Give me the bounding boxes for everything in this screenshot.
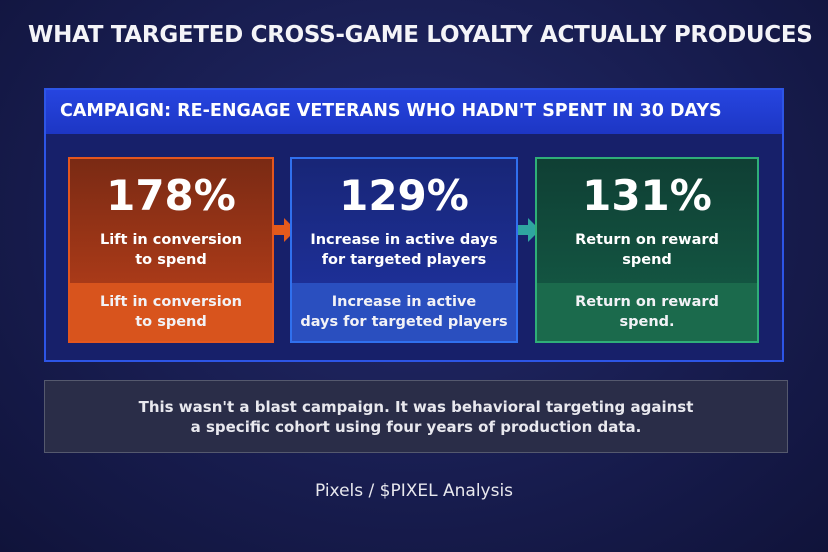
text-line: Return on reward — [575, 294, 719, 310]
card-top — [292, 159, 516, 283]
footer: Pixels / $PIXEL Analysis — [314, 481, 514, 501]
text-line: spend. — [619, 314, 675, 330]
text-line: spend — [622, 252, 672, 268]
arrow-shaft — [274, 225, 284, 235]
metric-value: 129% — [339, 171, 469, 220]
card-top — [537, 159, 757, 283]
metric-card: 129% Increase in active days for targeted … — [290, 157, 518, 343]
metric-label: Lift in conversion to spend — [70, 230, 272, 270]
text-line: days for targeted players — [300, 314, 508, 330]
metric-value: 178% — [106, 171, 236, 220]
metric-detail: Lift in conversion to spend — [70, 292, 272, 332]
note-text: This wasn't a blast campaign. It was beh… — [45, 397, 787, 437]
slide-title: WHAT TARGETED CROSS-GAME LOYALTY ACTUALL… — [28, 22, 813, 48]
card-top — [70, 159, 272, 283]
metric-label: Increase in active days for targeted play… — [292, 230, 516, 270]
card-bottom — [292, 283, 516, 341]
text-line: Increase in active days — [310, 232, 498, 248]
metric-card: 178% Lift in conversion to spend Lift in co… — [68, 157, 274, 343]
text-line: Return on reward — [575, 232, 719, 248]
metric-label: Return on reward spend — [537, 230, 757, 270]
text-line: to spend — [135, 314, 207, 330]
text-line: Increase in active — [331, 294, 477, 310]
text-line: Lift in conversion — [99, 232, 243, 248]
arrow-shaft — [518, 225, 528, 235]
metric-value: 131% — [582, 171, 712, 220]
metric-card: 131% Return on reward spend Return on rewar… — [535, 157, 759, 343]
text-line: for targeted players — [321, 252, 487, 268]
text-line: This wasn't a blast campaign. It was beh… — [138, 398, 694, 416]
metric-detail: Increase in active days for targeted play… — [292, 292, 516, 332]
campaign-header-text: CAMPAIGN: RE-ENGAGE VETERANS WHO HADN'T … — [60, 101, 722, 121]
text-line: a specific cohort using four years of pr… — [190, 418, 642, 436]
text-line: to spend — [135, 252, 207, 268]
card-bottom — [70, 283, 272, 341]
note-box: This wasn't a blast campaign. It was beh… — [44, 380, 788, 453]
metric-detail: Return on reward spend. — [537, 292, 757, 332]
campaign-header: CAMPAIGN: RE-ENGAGE VETERANS WHO HADN'T … — [46, 90, 782, 134]
campaign-panel: CAMPAIGN: RE-ENGAGE VETERANS WHO HADN'T … — [44, 88, 784, 362]
text-line: Lift in conversion — [99, 294, 243, 310]
card-bottom — [537, 283, 757, 341]
